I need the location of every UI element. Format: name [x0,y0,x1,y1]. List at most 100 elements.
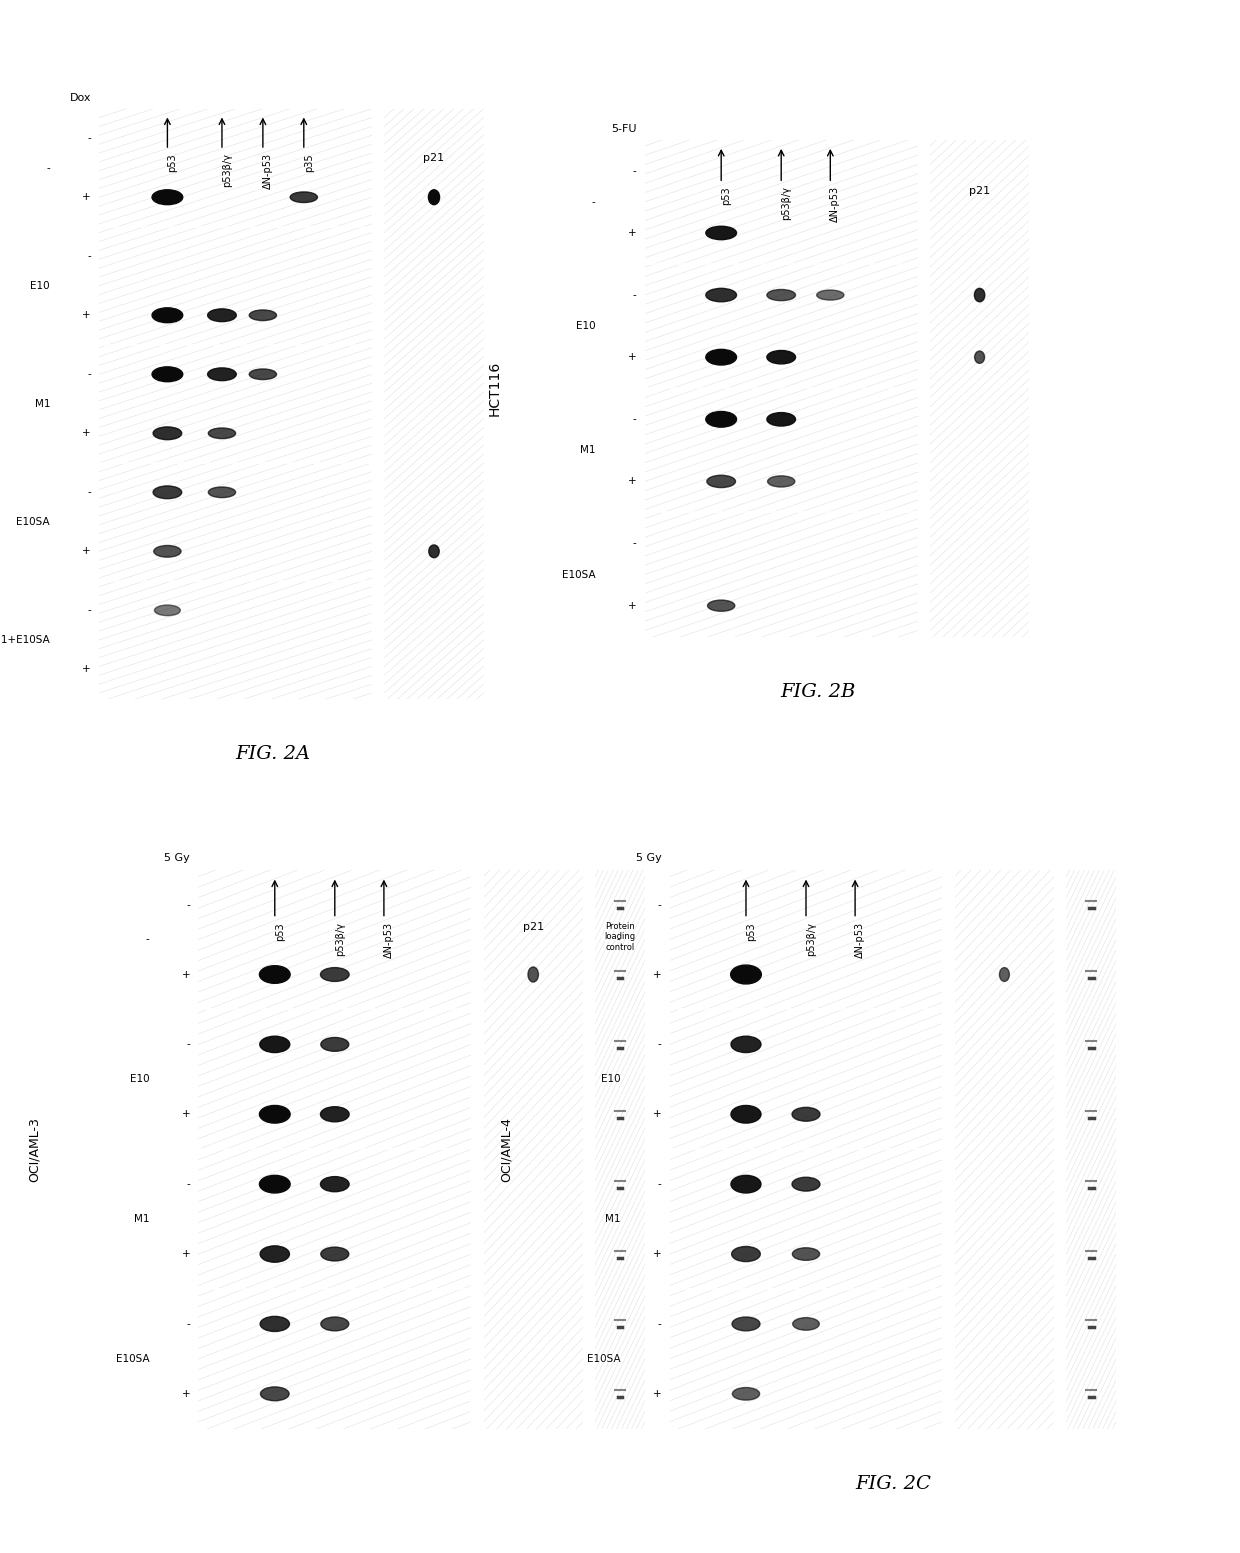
Text: +: + [652,1249,661,1259]
Ellipse shape [207,368,237,380]
Text: p21: p21 [423,154,445,163]
Ellipse shape [249,370,277,379]
Ellipse shape [153,427,182,439]
Ellipse shape [528,968,538,981]
Text: M1: M1 [605,1214,620,1224]
Text: -: - [87,606,91,615]
Text: p53: p53 [746,922,756,941]
Ellipse shape [732,1317,760,1331]
Ellipse shape [260,1317,289,1331]
Text: +: + [627,477,636,486]
Ellipse shape [730,964,761,985]
Text: -: - [87,370,91,379]
Text: +: + [627,228,636,238]
Text: -: - [87,252,91,261]
Ellipse shape [792,1107,820,1121]
Text: FIG. 2C: FIG. 2C [854,1475,931,1494]
Text: -: - [87,488,91,497]
Text: OCI/AML-3: OCI/AML-3 [29,1117,41,1182]
Ellipse shape [706,289,737,301]
Text: -: - [186,899,190,910]
Text: FIG. 2A: FIG. 2A [236,745,310,764]
Ellipse shape [766,289,796,301]
Text: ΔN-p53: ΔN-p53 [856,922,866,958]
Ellipse shape [707,475,735,488]
Ellipse shape [259,1106,290,1123]
Text: E10: E10 [31,281,50,290]
Ellipse shape [320,1107,350,1121]
Ellipse shape [208,429,236,438]
Text: -: - [632,415,636,424]
Text: p53β/γ: p53β/γ [222,154,232,186]
Text: E10SA: E10SA [587,1354,620,1364]
Text: p53β/γ: p53β/γ [335,922,345,957]
Text: +: + [652,1388,661,1399]
Text: p53: p53 [167,154,177,171]
Ellipse shape [817,290,844,300]
Text: +: + [652,1109,661,1120]
Ellipse shape [732,1176,761,1193]
Text: p53: p53 [275,922,285,941]
Ellipse shape [732,1036,761,1053]
Text: 5 Gy: 5 Gy [636,853,661,862]
Text: -: - [186,1318,190,1329]
Text: -: - [46,163,50,172]
Text: p53: p53 [722,186,732,205]
Text: -: - [632,166,636,175]
Ellipse shape [290,193,317,202]
Ellipse shape [259,966,290,983]
Text: E10: E10 [601,1075,620,1084]
Ellipse shape [321,1317,348,1331]
Text: E10SA: E10SA [562,570,595,579]
Text: p35: p35 [304,154,314,171]
Text: +: + [82,429,91,438]
Ellipse shape [975,351,985,363]
Text: Protein
loading
control: Protein loading control [604,922,636,952]
Text: -: - [87,134,91,143]
Text: -: - [145,935,149,944]
Ellipse shape [260,1246,289,1263]
Ellipse shape [792,1317,820,1331]
Ellipse shape [260,1387,289,1401]
Text: Dox: Dox [69,93,91,102]
Ellipse shape [259,1036,290,1053]
Ellipse shape [155,606,180,615]
Text: E10: E10 [577,321,595,331]
Text: +: + [181,1249,190,1259]
Ellipse shape [706,349,737,365]
Text: -: - [632,290,636,300]
Text: +: + [181,1109,190,1120]
Ellipse shape [766,351,796,363]
Ellipse shape [768,475,795,488]
Text: +: + [181,1388,190,1399]
Ellipse shape [153,486,182,499]
Text: 5-FU: 5-FU [611,124,636,134]
Text: M1+E10SA: M1+E10SA [0,635,50,644]
Text: +: + [627,353,636,362]
Text: -: - [657,1179,661,1190]
Ellipse shape [321,1037,348,1051]
Ellipse shape [766,413,796,426]
Text: -: - [657,1318,661,1329]
Ellipse shape [732,1247,760,1261]
Text: -: - [657,899,661,910]
Text: +: + [652,969,661,980]
Ellipse shape [153,189,182,205]
Ellipse shape [207,309,237,321]
Ellipse shape [429,545,439,558]
Ellipse shape [999,968,1009,981]
Text: E10SA: E10SA [115,1354,149,1364]
Ellipse shape [792,1177,820,1191]
Text: ΔN-p53: ΔN-p53 [831,186,841,222]
Text: E10SA: E10SA [16,517,50,526]
Text: +: + [82,665,91,674]
Text: p53β/γ: p53β/γ [781,186,791,221]
Ellipse shape [153,367,182,382]
Ellipse shape [249,311,277,320]
Text: +: + [181,969,190,980]
Ellipse shape [706,412,737,427]
Ellipse shape [708,599,735,612]
Text: -: - [591,197,595,207]
Ellipse shape [733,1387,760,1401]
Text: +: + [82,193,91,202]
